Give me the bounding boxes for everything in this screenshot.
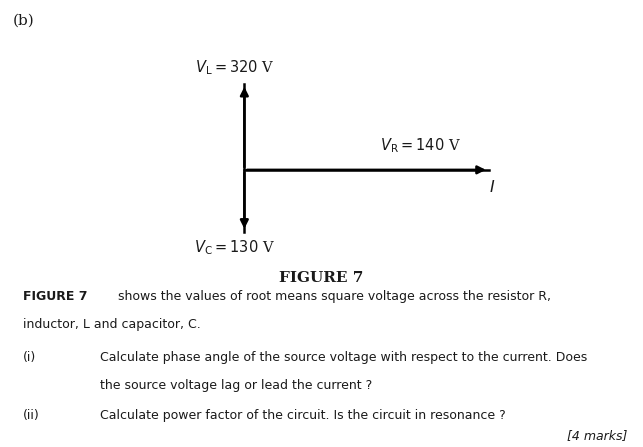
Text: inductor, L and capacitor, C.: inductor, L and capacitor, C.: [23, 318, 200, 331]
Text: the source voltage lag or lead the current ?: the source voltage lag or lead the curre…: [100, 379, 372, 392]
Text: (b): (b): [13, 13, 35, 27]
Text: Calculate power factor of the circuit. Is the circuit in resonance ?: Calculate power factor of the circuit. I…: [100, 409, 505, 422]
Text: Calculate phase angle of the source voltage with respect to the current. Does: Calculate phase angle of the source volt…: [100, 351, 587, 364]
Text: $I$: $I$: [489, 179, 495, 196]
Text: FIGURE 7: FIGURE 7: [279, 271, 364, 285]
Text: [4 marks]: [4 marks]: [566, 429, 627, 442]
Text: shows the values of root means square voltage across the resistor R,: shows the values of root means square vo…: [114, 290, 552, 303]
Text: FIGURE 7: FIGURE 7: [23, 290, 87, 303]
Text: $\mathit{V}_\mathrm{C} = 130$ V: $\mathit{V}_\mathrm{C} = 130$ V: [194, 238, 275, 257]
Text: (ii): (ii): [23, 409, 39, 422]
Text: (i): (i): [23, 351, 36, 364]
Text: $\mathit{V}_\mathrm{R} = 140$ V: $\mathit{V}_\mathrm{R} = 140$ V: [380, 136, 460, 155]
Text: $\mathit{V}_\mathrm{L} = 320$ V: $\mathit{V}_\mathrm{L} = 320$ V: [195, 59, 275, 77]
